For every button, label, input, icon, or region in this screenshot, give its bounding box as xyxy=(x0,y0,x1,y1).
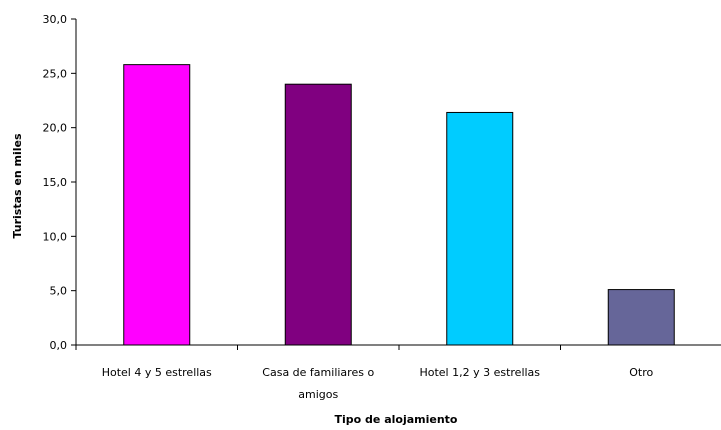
y-tick-label: 25,0 xyxy=(43,67,68,80)
x-tick-label: Hotel 1,2 y 3 estrellas xyxy=(419,366,540,379)
y-tick-label: 10,0 xyxy=(43,230,68,243)
x-axis-ticks: Hotel 4 y 5 estrellas Casa de familiares … xyxy=(75,345,654,401)
y-tick-label: 5,0 xyxy=(50,285,68,298)
y-tick-label: 30,0 xyxy=(43,13,68,26)
x-axis-title: Tipo de alojamiento xyxy=(335,413,458,426)
bar xyxy=(607,289,675,346)
bar xyxy=(123,64,191,346)
y-axis-title: Turistas en miles xyxy=(11,133,24,239)
bar xyxy=(446,111,514,346)
x-tick-label: Hotel 4 y 5 estrellas xyxy=(102,366,212,379)
x-tick-label: Otro xyxy=(629,366,653,379)
x-tick-label: Casa de familiares o amigos xyxy=(262,366,374,401)
y-tick-label: 0,0 xyxy=(50,339,68,352)
y-axis-ticks: 0,0 5,0 10,0 15,0 20,0 25,0 30,0 xyxy=(43,13,76,352)
y-tick-label: 20,0 xyxy=(43,122,68,135)
y-tick-label: 15,0 xyxy=(43,176,68,189)
bars xyxy=(123,64,675,346)
bar xyxy=(284,83,352,346)
